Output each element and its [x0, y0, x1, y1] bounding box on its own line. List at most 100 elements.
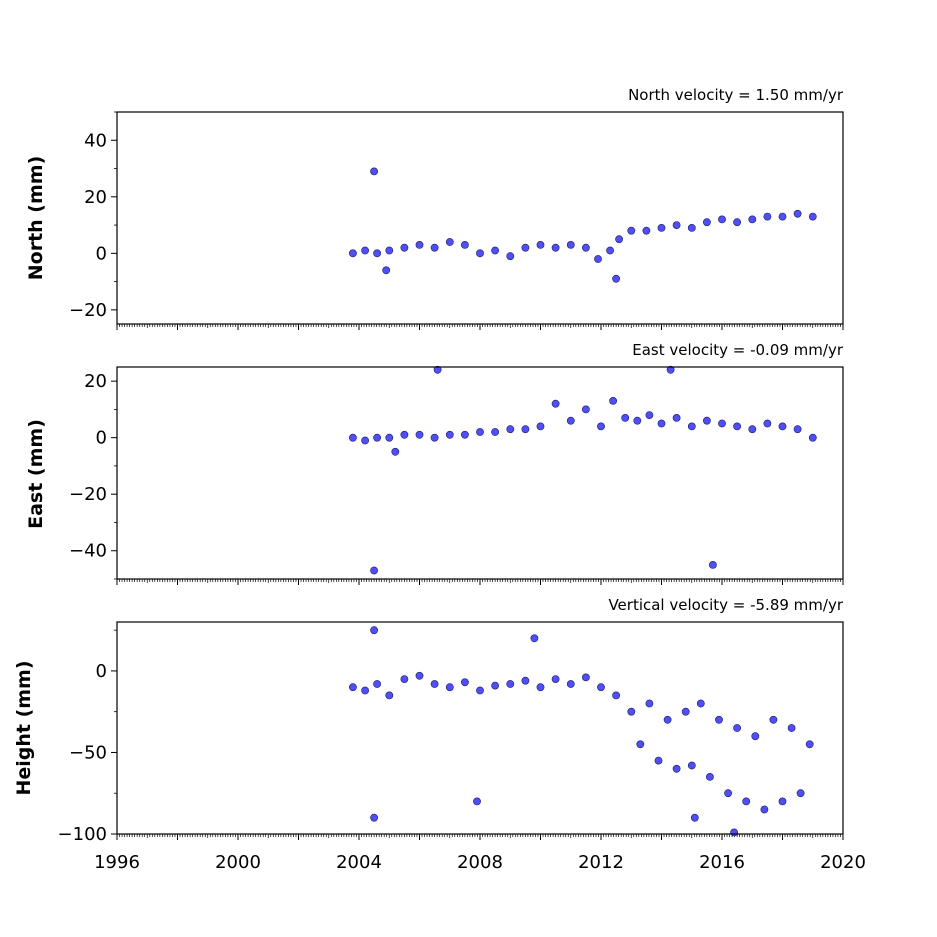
data-point	[666, 365, 675, 374]
x-tick-label: 2016	[699, 852, 745, 873]
data-point	[460, 678, 469, 687]
data-point	[748, 425, 757, 434]
data-point	[733, 422, 741, 431]
data-point	[473, 797, 481, 806]
data-point	[733, 218, 741, 227]
data-point	[566, 240, 575, 249]
data-point	[703, 416, 711, 425]
data-point	[400, 430, 409, 439]
data-point	[718, 215, 726, 224]
data-point	[491, 428, 499, 436]
data-point	[370, 813, 378, 822]
data-point	[521, 676, 530, 685]
data-point	[521, 243, 530, 252]
x-tick-label: 2004	[336, 852, 382, 873]
data-point	[672, 764, 681, 773]
data-point	[690, 813, 699, 822]
data-point	[718, 419, 726, 428]
data-point	[530, 634, 539, 643]
data-point	[594, 255, 602, 263]
data-point	[400, 675, 409, 683]
data-point	[642, 226, 651, 235]
data-point	[373, 680, 381, 688]
data-point	[733, 724, 741, 732]
data-point	[687, 761, 696, 770]
data-point	[430, 243, 439, 252]
data-point	[751, 732, 760, 741]
data-point	[778, 797, 787, 806]
x-tick-label: 2008	[457, 852, 503, 873]
panel-east: East velocity = -0.09 mm/yr East (mm) 20…	[25, 341, 844, 585]
data-point	[805, 740, 814, 749]
data-point	[615, 235, 623, 244]
data-point	[491, 681, 499, 690]
data-point	[415, 671, 424, 680]
data-point	[348, 249, 357, 258]
data-point	[703, 218, 711, 227]
data-point	[582, 673, 590, 682]
y-tick-label: −20	[69, 484, 107, 505]
data-point	[476, 428, 484, 436]
panel-east-ylabel: East (mm)	[25, 419, 47, 529]
y-tick-label: −20	[69, 300, 107, 321]
data-point	[460, 430, 469, 439]
data-point	[793, 209, 802, 218]
data-point	[385, 433, 394, 442]
data-point	[361, 436, 369, 445]
data-point	[551, 243, 560, 252]
data-point	[808, 212, 817, 221]
data-point	[706, 773, 714, 781]
data-point	[536, 240, 545, 249]
y-tick-label: 0	[96, 661, 107, 682]
data-point	[657, 223, 666, 232]
data-point	[400, 243, 409, 252]
data-point	[506, 252, 515, 261]
data-point	[597, 683, 605, 692]
data-point	[636, 740, 645, 749]
data-point	[696, 699, 705, 708]
data-point	[715, 715, 723, 724]
data-point	[566, 680, 575, 688]
data-point	[476, 249, 484, 258]
panel-height: Vertical velocity = -5.89 mm/yr Height (…	[13, 596, 866, 873]
data-point	[627, 707, 636, 716]
data-point	[361, 686, 369, 695]
data-point	[445, 238, 454, 246]
data-point	[687, 422, 696, 431]
data-point	[763, 212, 772, 221]
data-point	[778, 422, 787, 431]
panel-height-title: Vertical velocity = -5.89 mm/yr	[608, 596, 843, 614]
data-point	[627, 226, 636, 235]
y-tick-label: 20	[84, 187, 107, 208]
panel-height-ticks: 0 −50 −100 1996 2000 2004 2008 2012 2016 2020	[58, 629, 866, 873]
data-point	[430, 680, 439, 688]
x-tick-label: 1996	[94, 852, 140, 873]
data-point	[672, 221, 681, 229]
data-point	[724, 789, 732, 798]
panel-east-axes-frame	[116, 366, 844, 580]
y-tick-label: −40	[69, 541, 107, 562]
panel-north-title: North velocity = 1.50 mm/yr	[628, 86, 844, 104]
panel-height-ylabel: Height (mm)	[13, 660, 35, 795]
data-point	[433, 365, 442, 374]
panel-north-axes-frame	[116, 111, 844, 325]
data-point	[612, 274, 620, 283]
panel-east-title: East velocity = -0.09 mm/yr	[632, 341, 844, 359]
data-point	[551, 675, 560, 683]
data-point	[476, 686, 484, 695]
data-point	[373, 249, 381, 258]
data-point	[415, 240, 424, 249]
data-point	[687, 223, 696, 232]
data-point	[730, 828, 738, 837]
data-point	[609, 396, 617, 405]
data-point	[506, 425, 515, 434]
data-point	[373, 433, 381, 442]
data-point	[796, 789, 805, 798]
y-tick-label: −100	[58, 824, 107, 845]
data-point	[521, 425, 530, 434]
panel-north: North velocity = 1.50 mm/yr North (mm) 4…	[25, 86, 844, 330]
data-point	[348, 433, 357, 442]
data-point	[348, 683, 357, 692]
panel-east-ticks: 20 0 −20 −40	[69, 371, 844, 585]
